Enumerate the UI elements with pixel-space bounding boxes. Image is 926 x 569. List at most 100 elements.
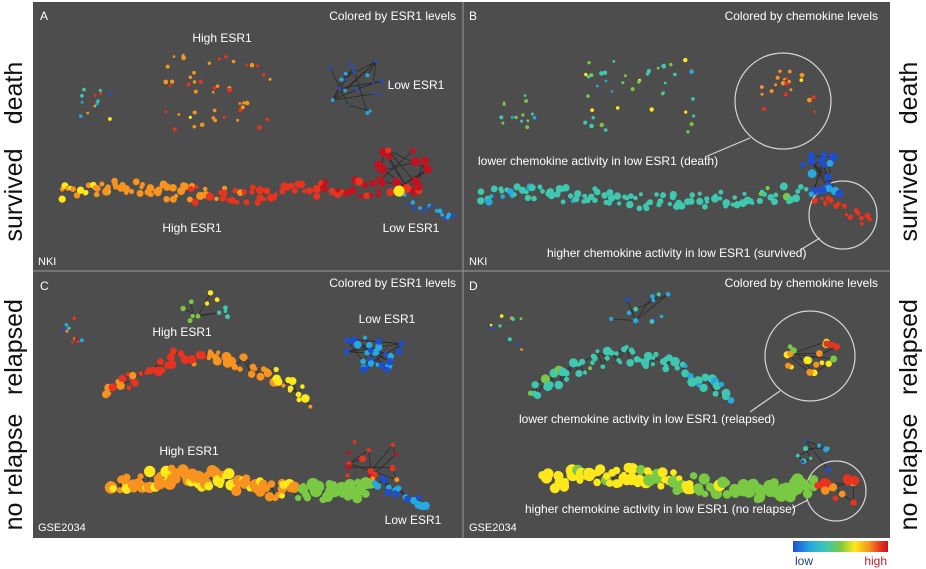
panel-c-relapsed-node: [156, 358, 164, 366]
panel-d-no-relapse-node: [620, 471, 627, 478]
panel-d-relapsed-node: [562, 369, 570, 377]
panel-a-survived-node: [422, 208, 427, 213]
panel-a-survived-node: [354, 177, 364, 186]
panel-d-no-relapse-node: [562, 478, 569, 485]
panel-a-survived-node: [149, 192, 154, 197]
panel-b-survived-node: [593, 188, 601, 196]
network-edge: [356, 80, 383, 90]
highlight-leader-line: [799, 237, 821, 251]
panel-d-relapsed-node: [712, 390, 719, 397]
panel-c-relapsed-node: [263, 369, 272, 378]
panel-b-survived-node: [601, 192, 608, 199]
panel-d-relapsed-node: [614, 351, 619, 356]
panel-d-no-relapse-node: [595, 464, 606, 475]
panel-b-death-node: [761, 106, 766, 111]
panel-c-relapsed-node: [225, 314, 230, 320]
panel-a-survived-node: [412, 206, 417, 211]
panel-b-survived-node: [537, 184, 543, 190]
panel-b-death-node: [807, 97, 812, 103]
panel-d-relapsed-node: [579, 358, 586, 365]
panel-c-relapsed-node: [343, 348, 350, 355]
panel-c-no-relapse-node: [372, 471, 378, 478]
panel-d-no-relapse-node: [612, 466, 621, 475]
panel-a-death-node: [186, 82, 191, 87]
panel-b-survived-node: [798, 184, 804, 190]
row-label-left-survived: survived: [0, 148, 28, 241]
panel-d-label-lower-chemokine-relapsed: lower chemokine activity in low ESR1 (re…: [519, 412, 775, 426]
panel-b-death-node: [520, 119, 524, 123]
panel-c-no-relapse-node: [295, 494, 302, 502]
panel-d-relapsed-node: [564, 376, 570, 382]
network-edge: [332, 73, 347, 101]
panel-b-death-node: [524, 99, 528, 103]
panel-b-death-node: [510, 115, 514, 119]
panel-b-survived-node: [490, 185, 498, 193]
panel-b-death-node: [769, 89, 774, 94]
panel-a-survived-node: [363, 192, 371, 200]
panel-b-death-node: [663, 81, 667, 85]
panel-b-survived-node: [820, 196, 824, 201]
panel-b-survived-node: [627, 193, 634, 200]
panel-d-relapsed-node: [600, 364, 606, 370]
panel-d-no-relapse-node: [583, 467, 596, 480]
panel-c-relapsed-node: [300, 384, 305, 389]
panel-b-survived-node: [499, 188, 505, 194]
panel-d-relapsed-node: [624, 344, 629, 350]
panel-d-relapsed-node: [609, 316, 614, 321]
panel-b-survived-node: [582, 193, 588, 199]
panel-a-death-node: [231, 59, 236, 64]
panel-a-survived-node: [93, 191, 100, 198]
panel-c-relapsed-node: [118, 374, 127, 383]
panel-a-death-node: [242, 101, 246, 105]
panel-c-no-relapse-node: [278, 492, 285, 499]
panel-d-relapsed-node: [642, 363, 649, 370]
panel-a-survived-node: [180, 182, 187, 189]
panel-d-relapsed-node: [653, 351, 659, 357]
panel-d-relapsed-node: [618, 360, 623, 365]
network-edge: [597, 351, 604, 367]
panel-a-death-node: [165, 64, 170, 69]
panel-a-death-node: [372, 92, 376, 96]
panel-d-relapsed-node: [813, 361, 820, 368]
panel-d-no-relapse-node: [803, 439, 808, 443]
panel-b-survived-node: [864, 212, 871, 219]
panel-d-no-relapse-node: [823, 446, 829, 453]
panel-b-survived-node: [524, 194, 532, 202]
panel-b-survived-node: [667, 201, 672, 207]
panel-a-death-node: [222, 115, 226, 119]
panel-c-relapsed-node: [372, 348, 380, 356]
panel-c-no-relapse-node: [312, 480, 325, 493]
panel-d-relapsed-node: [659, 314, 664, 319]
row-label-left-death: death: [0, 62, 28, 125]
panel-c-relapsed-node: [281, 383, 286, 388]
panel-a-survived-node: [434, 209, 439, 213]
panel-c-relapsed-node: [190, 313, 195, 319]
panel-b-survived-node: [732, 195, 737, 200]
panel-d-relapsed-node: [633, 306, 639, 312]
panel-c-no-relapse-node: [373, 482, 382, 490]
panel-d-relapsed-node: [701, 373, 710, 382]
panel-c-no-relapse-node: [264, 492, 275, 502]
network-edge: [367, 61, 377, 76]
panel-a-survived-node: [385, 147, 392, 154]
panel-a-label-low-esr1-survived: Low ESR1: [383, 221, 440, 235]
panel-b-survived-node: [808, 191, 814, 197]
panel-c-relapsed-node: [188, 299, 194, 305]
panel-b-survived-node: [717, 196, 723, 201]
panel-c-relapsed-node: [79, 338, 84, 343]
panel-c-no-relapse-node: [389, 464, 396, 471]
panel-b-death-node: [778, 69, 782, 73]
panel-b-survived-node: [654, 192, 659, 197]
panel-b-death-node: [813, 110, 816, 114]
panel-c-relapsed-node: [247, 370, 256, 378]
panel-a-dataset: NKI: [38, 256, 56, 268]
panel-a-death-node: [199, 122, 205, 128]
panel-a-survived-node: [369, 179, 377, 188]
panel-a-death-node: [354, 87, 359, 91]
panel-a-survived-node: [386, 188, 395, 197]
panel-c-no-relapse-node: [216, 481, 224, 489]
panel-a-label-high-esr1-death: High ESR1: [192, 31, 252, 45]
panel-c-no-relapse-node: [330, 481, 338, 488]
panel-a-death-node: [207, 61, 212, 65]
